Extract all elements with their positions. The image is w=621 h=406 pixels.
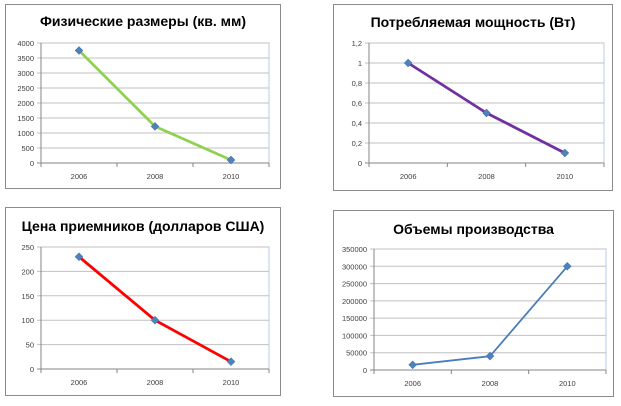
y-tick-label: 150000 bbox=[342, 314, 367, 323]
y-tick-label: 150 bbox=[21, 292, 34, 301]
plot-svg: 0 500 1000 1500 2000 2500 3000 3500 4000 2006 2008… bbox=[17, 39, 270, 181]
y-tick-label: 0,4 bbox=[352, 119, 362, 128]
chart-title: Потребляемая мощность (Вт) bbox=[370, 14, 576, 30]
x-tick-label: 2010 bbox=[559, 379, 576, 388]
x-tick-label: 2010 bbox=[223, 172, 240, 181]
x-tick-label: 2008 bbox=[482, 379, 499, 388]
data-point bbox=[150, 122, 160, 131]
y-tick-label: 0,6 bbox=[352, 99, 362, 108]
data-point bbox=[408, 360, 418, 370]
data-point bbox=[485, 351, 495, 361]
y-tick-label: 1500 bbox=[17, 114, 34, 123]
y-tick-label: 350000 bbox=[342, 245, 367, 254]
data-point bbox=[74, 252, 84, 262]
data-point bbox=[560, 148, 570, 158]
y-tick-label: 200 bbox=[21, 267, 34, 276]
x-tick-label: 2006 bbox=[404, 379, 421, 388]
y-tick-label: 300000 bbox=[342, 262, 367, 271]
y-tick-label: 4000 bbox=[17, 39, 34, 48]
y-tick-label: 0 bbox=[363, 366, 367, 375]
x-tick-label: 2006 bbox=[71, 172, 88, 181]
y-tick-label: 200000 bbox=[342, 297, 367, 306]
series-line bbox=[78, 49, 232, 162]
chart-title: Цена приемников (долларов США) bbox=[21, 218, 265, 234]
y-tick-label: 2500 bbox=[17, 84, 34, 93]
x-tick-label: 2006 bbox=[400, 172, 417, 181]
y-tick-label: 50 bbox=[26, 341, 34, 350]
y-tick-label: 1,2 bbox=[352, 39, 362, 48]
y-tick-label: 0 bbox=[30, 365, 34, 374]
series-line bbox=[412, 265, 569, 366]
plot-svg: 0 50 100 150 200 250 2006 2008 2010 bbox=[21, 243, 270, 387]
x-tick-label: 2010 bbox=[556, 172, 573, 181]
y-tick-label: 0,8 bbox=[352, 79, 362, 88]
y-tick-label: 1 bbox=[358, 59, 362, 68]
x-tick-label: 2006 bbox=[71, 378, 88, 387]
x-tick-label: 2008 bbox=[478, 172, 495, 181]
y-tick-label: 50000 bbox=[346, 349, 367, 358]
y-tick-label: 100 bbox=[21, 316, 34, 325]
plot-svg: 0 50000 100000 150000 200000 250000 300000 3500… bbox=[342, 245, 607, 388]
x-tick-label: 2008 bbox=[147, 172, 164, 181]
data-point bbox=[562, 261, 572, 271]
y-tick-label: 100000 bbox=[342, 331, 367, 340]
data-point bbox=[403, 58, 413, 68]
y-tick-label: 0 bbox=[358, 159, 362, 168]
chart-title: Объемы производства bbox=[393, 221, 554, 237]
y-tick-label: 2000 bbox=[17, 99, 34, 108]
y-tick-label: 0 bbox=[30, 159, 34, 168]
series-line bbox=[78, 255, 232, 363]
chart-power-consumption: Потребляемая мощность (Вт) 0 0,2 0,4 0,6 0,8… bbox=[333, 4, 613, 191]
data-point bbox=[226, 357, 236, 367]
y-tick-label: 3500 bbox=[17, 54, 34, 63]
y-tick-label: 0,2 bbox=[352, 139, 362, 148]
chart-receiver-price: Цена приемников (долларов США) 0 50 100 150… bbox=[5, 207, 281, 396]
chart-title: Физические размеры (кв. мм) bbox=[39, 13, 246, 29]
data-point bbox=[482, 108, 491, 118]
y-tick-label: 250000 bbox=[342, 280, 367, 289]
data-point bbox=[74, 46, 84, 55]
series-line bbox=[407, 61, 566, 155]
y-tick-label: 3000 bbox=[17, 69, 34, 78]
x-tick-label: 2008 bbox=[147, 378, 164, 387]
y-tick-label: 250 bbox=[21, 243, 34, 252]
data-point bbox=[226, 155, 236, 165]
x-tick-label: 2010 bbox=[223, 378, 240, 387]
y-tick-label: 500 bbox=[21, 144, 34, 153]
chart-physical-size: Физические размеры (кв. мм) 0 500 1000 1500… bbox=[5, 4, 281, 189]
data-point bbox=[150, 315, 160, 325]
plot-area bbox=[40, 246, 270, 370]
plot-svg: 0 0,2 0,4 0,6 0,8 1 1,2 2006 2008 2010 bbox=[352, 39, 605, 181]
chart-production-volume: Объемы производства 0 50000 100000 150000 20… bbox=[333, 210, 614, 397]
y-tick-label: 1000 bbox=[17, 129, 34, 138]
